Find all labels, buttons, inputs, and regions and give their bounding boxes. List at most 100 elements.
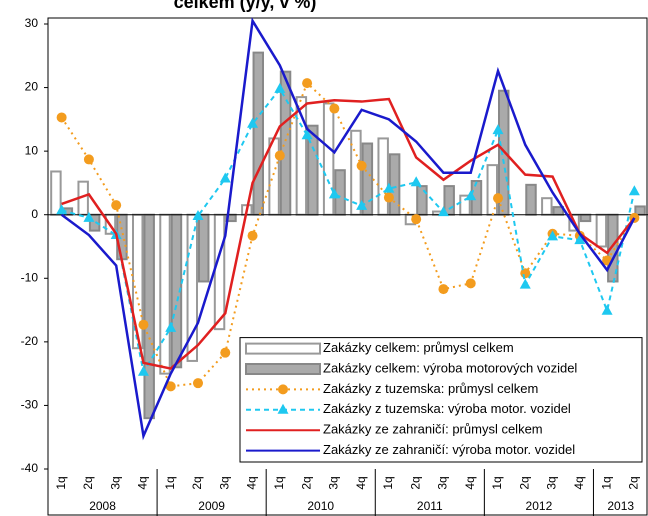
- bar: [252, 51, 265, 216]
- point-marker: [56, 204, 68, 215]
- point-marker: [83, 211, 95, 222]
- point-marker: [547, 230, 559, 241]
- legend-label: Zakázky z tuzemska: výroba motor. vozide…: [323, 401, 571, 416]
- x-tick-label: 4q: [354, 476, 368, 489]
- legend-marker: [277, 403, 289, 414]
- year-label: 2012: [526, 499, 553, 513]
- bar: [268, 137, 280, 216]
- y-tick-label: -20: [21, 334, 39, 348]
- point-marker: [247, 117, 259, 128]
- legend-label: Zakázky celkem: průmysl celkem: [323, 340, 514, 355]
- point-marker: [493, 193, 503, 204]
- x-tick-label: 3q: [217, 476, 231, 489]
- point-marker: [220, 347, 231, 358]
- point-marker: [301, 129, 313, 140]
- bar: [634, 205, 646, 216]
- point-marker: [383, 192, 394, 203]
- bar: [525, 183, 537, 216]
- point-marker: [383, 182, 395, 193]
- legend-marker: [278, 384, 288, 395]
- legend-box: [239, 337, 643, 463]
- point-marker: [356, 160, 367, 171]
- legend-label: Zakázky celkem: výroba motorových vozide…: [323, 360, 577, 375]
- point-marker: [628, 185, 640, 196]
- y-tick-label: 20: [25, 80, 39, 94]
- bar: [486, 164, 498, 216]
- y-tick-label: 30: [25, 16, 39, 30]
- point-marker: [519, 278, 531, 289]
- y-tick-label: -40: [21, 461, 39, 475]
- bar: [541, 197, 553, 216]
- point-marker: [56, 112, 67, 123]
- legend-label: Zakázky z tuzemska: průmysl celkem: [323, 381, 538, 396]
- x-tick-label: 3q: [545, 476, 559, 489]
- bar: [334, 169, 346, 216]
- x-tick-label: 1q: [272, 476, 286, 489]
- bar: [443, 185, 455, 216]
- point-marker: [219, 172, 231, 183]
- bar: [416, 185, 428, 216]
- point-marker: [165, 321, 177, 332]
- point-marker: [328, 188, 340, 199]
- chart-title: celkem (y/y, v %): [174, 0, 317, 12]
- point-marker: [137, 365, 149, 376]
- bar: [213, 213, 226, 331]
- year-label: 2010: [307, 499, 334, 513]
- point-marker: [165, 381, 176, 392]
- point-marker: [274, 150, 285, 161]
- point-marker: [438, 284, 449, 295]
- legend: Zakázky celkem: průmysl celkem Zakázky ce…: [239, 337, 643, 463]
- point-marker: [492, 124, 504, 135]
- x-tick-label: 1q: [54, 476, 68, 489]
- x-tick-label: 2q: [299, 476, 313, 489]
- x-tick-label: 2q: [190, 476, 204, 489]
- point-marker: [192, 209, 204, 220]
- bar: [579, 213, 592, 223]
- line: [60, 81, 636, 388]
- point-marker: [247, 230, 258, 241]
- bar: [595, 213, 608, 248]
- point-marker: [83, 154, 94, 165]
- legend-swatch: [245, 363, 321, 375]
- bar: [159, 213, 171, 375]
- x-tick-label: 4q: [463, 476, 477, 489]
- x-tick-label: 1q: [381, 476, 395, 489]
- plot-frame: [47, 17, 648, 516]
- point-marker: [437, 206, 449, 217]
- y-tick-label: 0: [31, 207, 38, 221]
- x-tick-label: 2q: [517, 476, 531, 489]
- point-marker: [411, 214, 422, 225]
- legend-label: Zakázky ze zahraničí: průmysl celkem: [323, 422, 543, 437]
- x-tick-label: 1q: [490, 476, 504, 489]
- bar: [50, 170, 62, 216]
- line: [60, 17, 636, 441]
- bar: [377, 137, 389, 216]
- bar: [143, 213, 155, 420]
- x-tick-label: 4q: [245, 476, 259, 489]
- point-marker: [111, 200, 122, 211]
- y-tick-label: 10: [25, 143, 39, 157]
- x-tick-label: 4q: [136, 476, 150, 489]
- legend-label: Zakázky ze zahraničí: výroba motor. vozi…: [323, 442, 575, 457]
- point-marker: [356, 199, 368, 210]
- bar: [198, 213, 210, 283]
- point-marker: [465, 278, 476, 289]
- point-marker: [302, 78, 313, 89]
- point-marker: [574, 234, 586, 245]
- x-tick-label: 3q: [436, 476, 450, 489]
- year-label: 2008: [89, 499, 116, 513]
- x-tick-label: 4q: [572, 476, 586, 489]
- point-marker: [274, 82, 286, 93]
- x-tick-label: 1q: [599, 476, 613, 489]
- year-label: 2013: [607, 499, 634, 513]
- point-marker: [601, 304, 613, 315]
- x-tick-label: 1q: [163, 476, 177, 489]
- point-marker: [465, 190, 477, 201]
- line: [61, 97, 636, 370]
- year-label: 2009: [198, 499, 225, 513]
- year-label: 2011: [417, 499, 443, 513]
- x-tick-label: 3q: [327, 476, 341, 489]
- legend-swatch: [245, 342, 321, 355]
